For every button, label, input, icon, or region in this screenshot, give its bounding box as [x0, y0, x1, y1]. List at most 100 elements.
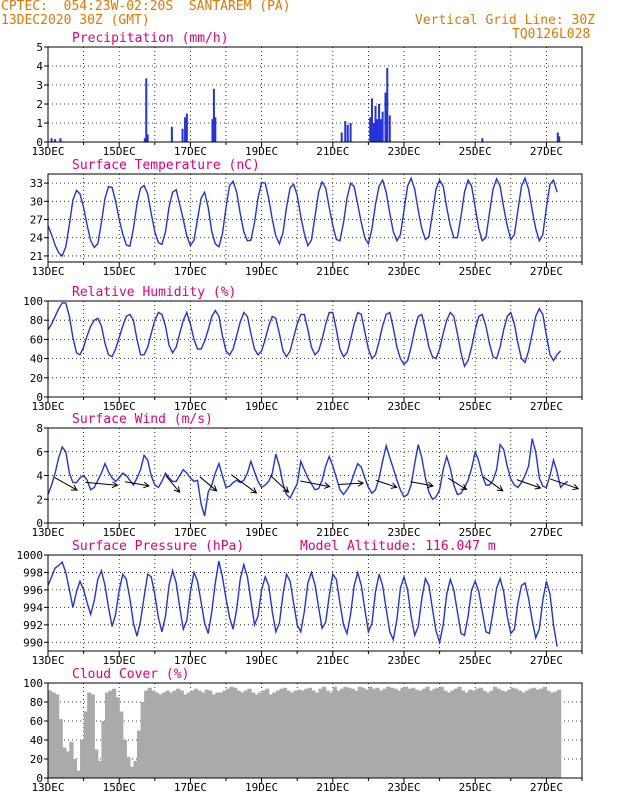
cloud-bar — [553, 691, 558, 778]
precip-bar — [146, 134, 149, 142]
temp-ytick-label: 24 — [30, 232, 44, 245]
precip-bar — [349, 123, 352, 142]
wind-ytick-label: 2 — [36, 493, 43, 506]
cloud-bar — [158, 694, 163, 778]
cloud-bar — [343, 686, 348, 778]
temp-ytick-label: 33 — [30, 177, 43, 190]
precip-bar — [212, 88, 215, 142]
pres-xtick-label: 15DEC — [103, 654, 136, 667]
cloud-bar — [464, 692, 469, 778]
cloud-bar — [94, 749, 99, 778]
wind-arrow-head — [250, 487, 258, 494]
cloud-bar — [493, 686, 498, 778]
cloud-xtick-label: 27DEC — [530, 781, 563, 794]
cloud-bar — [147, 687, 152, 778]
temp-xtick-label: 27DEC — [530, 265, 563, 278]
precip-xtick-label: 21DEC — [316, 145, 349, 158]
cloud-bar — [65, 751, 70, 778]
precip-ytick-label: 1 — [36, 117, 43, 130]
cloud-bar — [144, 690, 149, 778]
pres-frame — [47, 554, 583, 652]
cloud-bar — [211, 694, 216, 778]
cloud-bar — [204, 689, 209, 778]
wind-ytick-label: 0 — [36, 517, 43, 530]
wind-xtick-label: 15DEC — [103, 526, 136, 539]
pres-annotation: Model Altitude: 116.047 m — [300, 539, 496, 554]
cloud-bar — [379, 690, 384, 778]
wind-arrow-head — [572, 483, 580, 491]
cloud-bar — [428, 690, 434, 778]
rh-ytick-label: 100 — [23, 295, 43, 308]
cloud-bar — [404, 686, 409, 778]
pres-ytick-label: 996 — [23, 584, 43, 597]
cloud-bar — [507, 689, 512, 778]
cloud-xtick-label: 23DEC — [387, 781, 420, 794]
precip-xtick-label: 23DEC — [387, 145, 420, 158]
wind-xtick-label: 27DEC — [530, 526, 563, 539]
header-product-code: TQ0126L028 — [512, 27, 591, 42]
cloud-bar — [528, 688, 533, 778]
precip-bar — [379, 119, 382, 142]
cloud-bar — [83, 711, 88, 778]
cloud-bar — [72, 759, 78, 778]
cloud-bar — [482, 690, 487, 778]
precip-ytick-label: 2 — [36, 98, 43, 111]
cloud-bar — [247, 688, 252, 778]
cloud-bar — [542, 686, 547, 778]
cloud-bar — [137, 730, 142, 778]
wind-ytick-label: 8 — [36, 422, 43, 435]
cloud-bar — [51, 692, 56, 778]
wind-arrow — [375, 479, 397, 488]
rh-xtick-label: 15DEC — [103, 400, 136, 413]
precip-bar — [184, 117, 187, 142]
cloud-bar — [304, 688, 309, 778]
cloud-bar — [354, 690, 359, 778]
cloud-bar — [265, 688, 270, 778]
wind-arrow-head — [323, 482, 331, 489]
rh-xtick-label: 19DEC — [245, 400, 278, 413]
wind-arrow — [410, 481, 434, 487]
cloud-xtick-label: 15DEC — [103, 781, 136, 794]
cloud-bar — [151, 690, 156, 778]
wind-arrow-head — [70, 484, 78, 491]
rh-xtick-label: 23DEC — [387, 400, 420, 413]
wind-xtick-label: 25DEC — [459, 526, 492, 539]
cloud-bar — [254, 694, 259, 778]
precip-bar — [374, 105, 377, 142]
temp-series-line — [47, 176, 558, 258]
cloud-bar — [407, 688, 412, 778]
wind-arrow-head — [390, 482, 398, 489]
cloud-bar — [400, 687, 405, 778]
cloud-xtick-label: 17DEC — [174, 781, 207, 794]
precip-bar — [481, 138, 484, 142]
cloud-xtick-label: 13DEC — [31, 781, 64, 794]
cloud-bar — [154, 692, 159, 778]
cloud-bar — [432, 688, 437, 778]
cloud-bar — [193, 688, 199, 778]
cloud-bar — [169, 692, 174, 778]
cloud-bar — [268, 694, 273, 778]
cloud-bar — [290, 692, 295, 778]
cloud-bar — [97, 760, 102, 778]
cloud-bar — [293, 690, 298, 778]
precip-title: Precipitation (mm/h) — [72, 31, 229, 46]
temp-xtick-label: 19DEC — [245, 265, 278, 278]
cloud-bar — [122, 740, 127, 778]
precip-bar — [370, 98, 373, 142]
cloud-bar — [371, 688, 377, 778]
cloud-bar — [140, 702, 145, 778]
precip-xtick-label: 17DEC — [174, 145, 207, 158]
cloud-bar — [443, 690, 448, 778]
wind-arrow — [482, 476, 504, 492]
pres-xtick-label: 23DEC — [387, 654, 420, 667]
temp-xtick-label: 13DEC — [31, 265, 64, 278]
cloud-bar — [421, 688, 426, 778]
cloud-bar — [190, 690, 195, 778]
temp-ytick-label: 21 — [30, 250, 43, 263]
wind-arrow-head — [460, 483, 468, 490]
cloud-bar — [521, 692, 526, 778]
wind-xtick-label: 23DEC — [387, 526, 420, 539]
precip-frame — [47, 46, 583, 143]
wind-arrow — [199, 476, 217, 492]
cloud-bar — [517, 690, 523, 778]
